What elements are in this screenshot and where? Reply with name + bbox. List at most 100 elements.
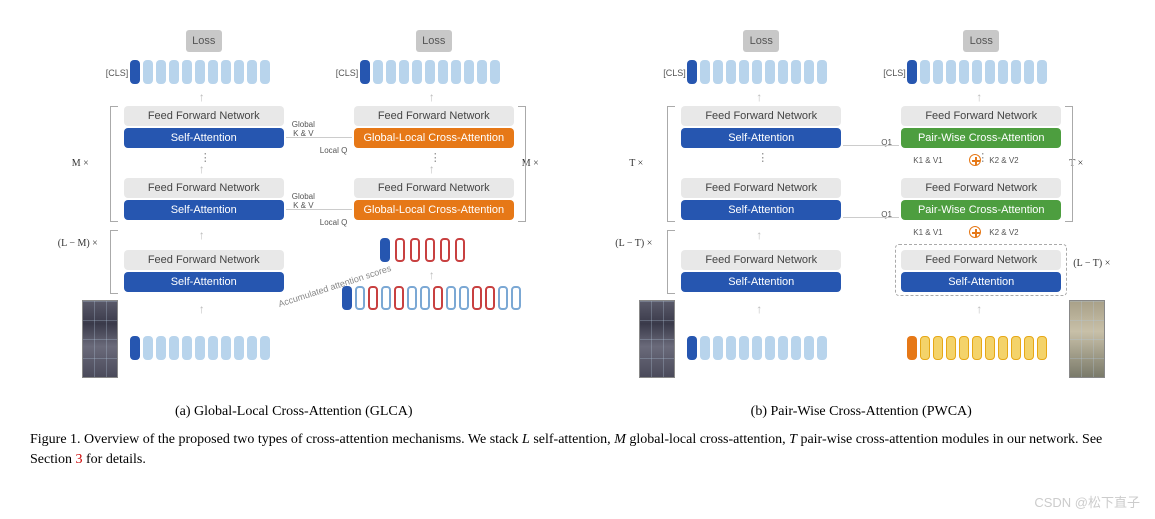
ffn-block: Feed Forward Network (681, 178, 841, 198)
up-arrow-icon: ↑ (429, 268, 435, 283)
token-row-bottom-orange (907, 336, 1047, 360)
cls-token-orange (907, 336, 917, 360)
up-arrow-icon: ↑ (199, 228, 205, 243)
cls-token (687, 60, 697, 84)
token-row-top (907, 60, 1047, 84)
ffn-block: Feed Forward Network (901, 250, 1061, 270)
vdots: ⋮ (200, 156, 211, 160)
conn-line (843, 145, 899, 146)
sa-block: Self-Attention (901, 272, 1061, 292)
loss-box: Loss (963, 30, 999, 52)
mult-M: M × (72, 158, 89, 169)
sa-block: Self-Attention (124, 200, 284, 220)
loss-box: Loss (186, 30, 222, 52)
bracket (518, 106, 526, 222)
mult-LM: (L − M) × (58, 238, 98, 249)
conn-line (286, 209, 352, 210)
local-q-label: Local Q (320, 146, 348, 155)
loss-box: Loss (416, 30, 452, 52)
cls-label: [CLS] (883, 68, 906, 78)
input-image-2 (1069, 300, 1105, 378)
caption-text: Figure 1. Overview of the proposed two t… (30, 432, 522, 447)
selected-tokens (380, 238, 465, 262)
k2v2-label: K2 & V2 (989, 228, 1018, 237)
ffn-block: Feed Forward Network (901, 178, 1061, 198)
token-row-top (360, 60, 500, 84)
cls-token (907, 60, 917, 84)
up-arrow-icon: ↑ (756, 228, 762, 243)
token-row-bottom (130, 336, 270, 360)
pwca-block: Pair-Wise Cross-Attention (901, 128, 1061, 148)
sa-block: Self-Attention (124, 128, 284, 148)
up-arrow-icon: ↑ (429, 162, 435, 177)
pwca-block: Pair-Wise Cross-Attention (901, 200, 1061, 220)
cls-label: [CLS] (336, 68, 359, 78)
input-image-1 (639, 300, 675, 378)
token-row-top (130, 60, 270, 84)
cls-token (342, 286, 352, 310)
selected-token (395, 238, 405, 262)
loss-box: Loss (743, 30, 779, 52)
ffn-block: Feed Forward Network (124, 106, 284, 126)
token-row-top (687, 60, 827, 84)
sa-block: Self-Attention (681, 128, 841, 148)
up-arrow-icon: ↑ (756, 90, 762, 105)
panel-pwca: Loss [CLS] Feed Forward Network Self-Att… (591, 20, 1131, 420)
cls-label: [CLS] (663, 68, 686, 78)
bracket (1065, 106, 1073, 222)
vdots: ⋮ (430, 156, 441, 160)
mult-LT: (L − T) × (1073, 258, 1110, 269)
k1v1-label: K1 & V1 (913, 228, 942, 237)
bracket (110, 230, 118, 294)
token-row-bottom (687, 336, 827, 360)
ffn-block: Feed Forward Network (124, 178, 284, 198)
global-kv-label: Global K & V (292, 192, 315, 210)
global-kv-label: Global K & V (292, 120, 315, 138)
up-arrow-icon: ↑ (199, 90, 205, 105)
cls-token (380, 238, 390, 262)
panel-title: (a) Global-Local Cross-Attention (GLCA) (24, 404, 564, 420)
ffn-block: Feed Forward Network (354, 106, 514, 126)
vdots: ⋮ (757, 156, 768, 160)
mixed-tokens (342, 286, 521, 310)
input-image (82, 300, 118, 378)
up-arrow-icon: ↑ (199, 162, 205, 177)
section-ref: 3 (76, 452, 83, 467)
glca-block: Global-Local Cross-Attention (354, 128, 514, 148)
up-arrow-icon: ↑ (429, 90, 435, 105)
sa-block: Self-Attention (681, 200, 841, 220)
mult-LT: (L − T) × (615, 238, 652, 249)
up-arrow-icon: ↑ (976, 90, 982, 105)
bracket (667, 106, 675, 222)
concat-icon (969, 226, 981, 238)
ffn-block: Feed Forward Network (124, 250, 284, 270)
local-q-label: Local Q (320, 218, 348, 227)
bracket (667, 230, 675, 294)
sa-block: Self-Attention (124, 272, 284, 292)
ffn-block: Feed Forward Network (681, 250, 841, 270)
cls-token (687, 336, 697, 360)
watermark: CSDN @松下直子 (1034, 492, 1140, 511)
panel-glca: Loss [CLS] Feed Forward Network Self-Att… (24, 20, 564, 420)
ffn-block: Feed Forward Network (354, 178, 514, 198)
up-arrow-icon: ↑ (199, 302, 205, 317)
cls-label: [CLS] (106, 68, 129, 78)
glca-block: Global-Local Cross-Attention (354, 200, 514, 220)
figure-caption: Figure 1. Overview of the proposed two t… (0, 420, 1155, 479)
bracket (110, 106, 118, 222)
panel-title: (b) Pair-Wise Cross-Attention (PWCA) (591, 404, 1131, 420)
up-arrow-icon: ↑ (756, 302, 762, 317)
cls-token (360, 60, 370, 84)
cls-token (130, 336, 140, 360)
mult-T: T × (629, 158, 643, 169)
concat-icon (969, 154, 981, 166)
conn-line (286, 137, 352, 138)
ffn-block: Feed Forward Network (901, 106, 1061, 126)
sa-block: Self-Attention (681, 272, 841, 292)
ffn-block: Feed Forward Network (681, 106, 841, 126)
up-arrow-icon: ↑ (976, 302, 982, 317)
patch-token (143, 60, 153, 84)
k1v1-label: K1 & V1 (913, 156, 942, 165)
cls-token (130, 60, 140, 84)
k2v2-label: K2 & V2 (989, 156, 1018, 165)
